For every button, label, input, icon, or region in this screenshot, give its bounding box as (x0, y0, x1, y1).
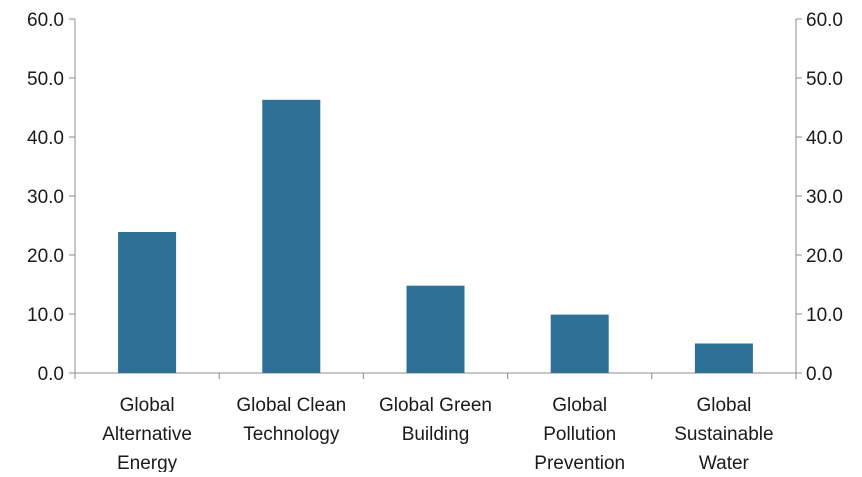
x-category-label-line: Prevention (534, 453, 625, 472)
x-category-label: Global Green Building (379, 395, 492, 445)
x-category-label-line: Global (552, 395, 607, 416)
bars-layer (118, 99, 753, 373)
y-tick-label-left: 10.0 (27, 305, 64, 326)
x-category-label-line: Global (696, 395, 751, 416)
y-tick-label-right: 60.0 (806, 10, 843, 31)
y-tick-label-left: 40.0 (27, 128, 64, 149)
bar (550, 314, 609, 373)
y-tick-label-left: 60.0 (27, 10, 64, 31)
y-tick-label-right: 50.0 (806, 69, 843, 90)
x-category-label-line: Energy (117, 453, 178, 472)
y-tick-label-left: 20.0 (27, 246, 64, 267)
x-category-label-line: Building (402, 424, 470, 445)
x-category-label: Global Alternative Energy (102, 395, 192, 472)
y-tick-label-right: 20.0 (806, 246, 843, 267)
bar (406, 285, 465, 373)
y-tick-label-left: 50.0 (27, 69, 64, 90)
y-tick-label-right: 0.0 (806, 364, 832, 385)
x-category-label-line: Global Clean (236, 395, 346, 416)
x-category-label: Global Sustainable Water (674, 395, 773, 472)
bar (694, 343, 753, 373)
y-tick-label-right: 10.0 (806, 305, 843, 326)
bar (262, 99, 321, 373)
x-category-label-line: Pollution (543, 424, 616, 445)
x-category-label-line: Global (120, 395, 175, 416)
labels-layer: Global Alternative Energy Global Clean Techn… (102, 395, 773, 474)
x-category-label: Global Pollution Prevention (534, 395, 625, 472)
x-category-label-line: Water (699, 453, 750, 472)
x-category-label-line: Alternative (102, 424, 192, 445)
axes-layer: 0.0 10.0 20.0 30.0 40.0 50.0 60.0 0.0 10.0 20.0 30… (27, 10, 843, 385)
x-category-label-line: Global Green (379, 395, 492, 416)
x-category-label: Global Clean Technology (236, 395, 346, 445)
y-tick-label-right: 40.0 (806, 128, 843, 149)
x-category-label-line: Technology (243, 424, 340, 445)
y-tick-label-left: 0.0 (38, 364, 64, 385)
y-tick-label-left: 30.0 (27, 187, 64, 208)
y-tick-label-right: 30.0 (806, 187, 843, 208)
bar (118, 231, 177, 373)
x-category-label-line: Sustainable (674, 424, 773, 445)
